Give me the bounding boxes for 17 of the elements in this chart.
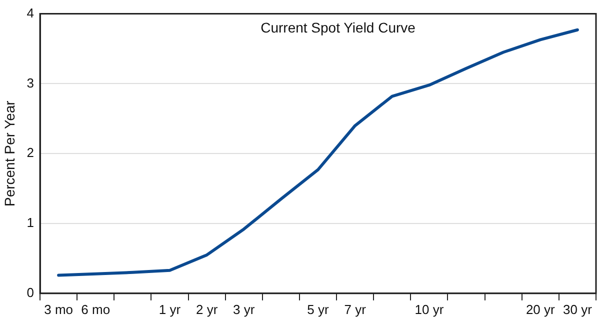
x-tick-label: 2 yr — [196, 302, 218, 317]
y-axis-title: Percent Per Year — [1, 100, 18, 207]
chart-title: Current Spot Yield Curve — [260, 20, 416, 36]
y-tick-label: 0 — [26, 284, 34, 300]
x-tick-label: 7 yr — [344, 302, 367, 317]
x-tick-label: 3 mo — [44, 302, 74, 317]
y-tick-label: 4 — [26, 5, 34, 20]
y-tick-label: 3 — [26, 75, 34, 90]
x-tick-label: 30 yr — [563, 302, 593, 317]
x-tick-label: 3 yr — [233, 302, 256, 317]
y-tick-label: 2 — [26, 145, 34, 160]
x-tick-label: 1 yr — [158, 302, 182, 317]
x-tick-label: 5 yr — [307, 302, 330, 317]
y-tick-label: 1 — [26, 215, 34, 230]
x-tick-label: 6 mo — [81, 302, 110, 317]
x-tick-label: 10 yr — [414, 302, 444, 317]
x-tick-label: 20 yr — [526, 302, 556, 317]
